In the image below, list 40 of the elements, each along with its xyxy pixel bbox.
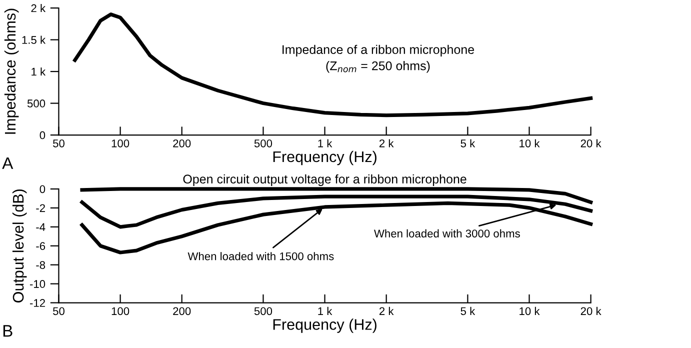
y-tick-label: -2 [36,204,45,212]
annotation: Impedance of a ribbon microphone (Z$_{nom}$ = 250 ohms) [282,44,474,73]
x-axis-title: Frequency (Hz) [273,318,376,333]
x-tick-label: 5 k [460,139,476,148]
x-tick-label: 50 [53,139,64,148]
x-tick-label: 5 k [460,306,476,316]
x-tick-label: 20 k [580,306,602,316]
x-tick-label: 10 k [520,139,540,148]
y-tick-label: -8 [36,261,46,269]
y-axis-title: Impedance (ohms) [4,8,19,134]
text: A [2,157,14,169]
x-tick-label: 2 k [379,306,394,315]
annotation: When loaded with 1500 ohms [188,252,334,260]
y-tick-label: -6 [36,242,46,250]
annotation: When loaded with 3000 ohms [374,229,520,238]
x-tick-label: 100 [112,307,130,316]
y-tick-label: 500 [27,100,46,108]
x-tick-label: 20 k [580,139,602,148]
x-tick-label: 50 [53,307,64,316]
x-tick-label: 500 [254,139,272,148]
x-axis-title: Frequency (Hz) [273,150,376,166]
y-tick-label: 1 k [32,67,46,76]
x-tick-label: 2 k [379,139,394,148]
y-tick-label: 1.5 k [22,36,46,44]
y-tick-label: -4 [36,223,46,231]
chart-title: Open circuit output voltage for a ribbon microphone [183,174,466,186]
x-tick-label: 10 k [520,306,540,316]
y-axis-title: Output level (dB) [12,189,27,302]
x-tick-label: 1 k [318,306,332,315]
x-tick-label: 200 [173,139,191,148]
y-tick-label: 0 [40,131,46,140]
x-tick-label: 500 [254,307,272,316]
y-tick-label: 2 k [31,4,46,12]
x-tick-label: 200 [173,307,191,316]
x-tick-label: 1 k [318,139,332,148]
y-tick-label: -10 [30,280,46,288]
text: B [3,325,12,337]
y-tick-label: 0 [40,185,46,194]
x-tick-label: 100 [112,139,130,148]
y-tick-label: -12 [30,299,45,307]
